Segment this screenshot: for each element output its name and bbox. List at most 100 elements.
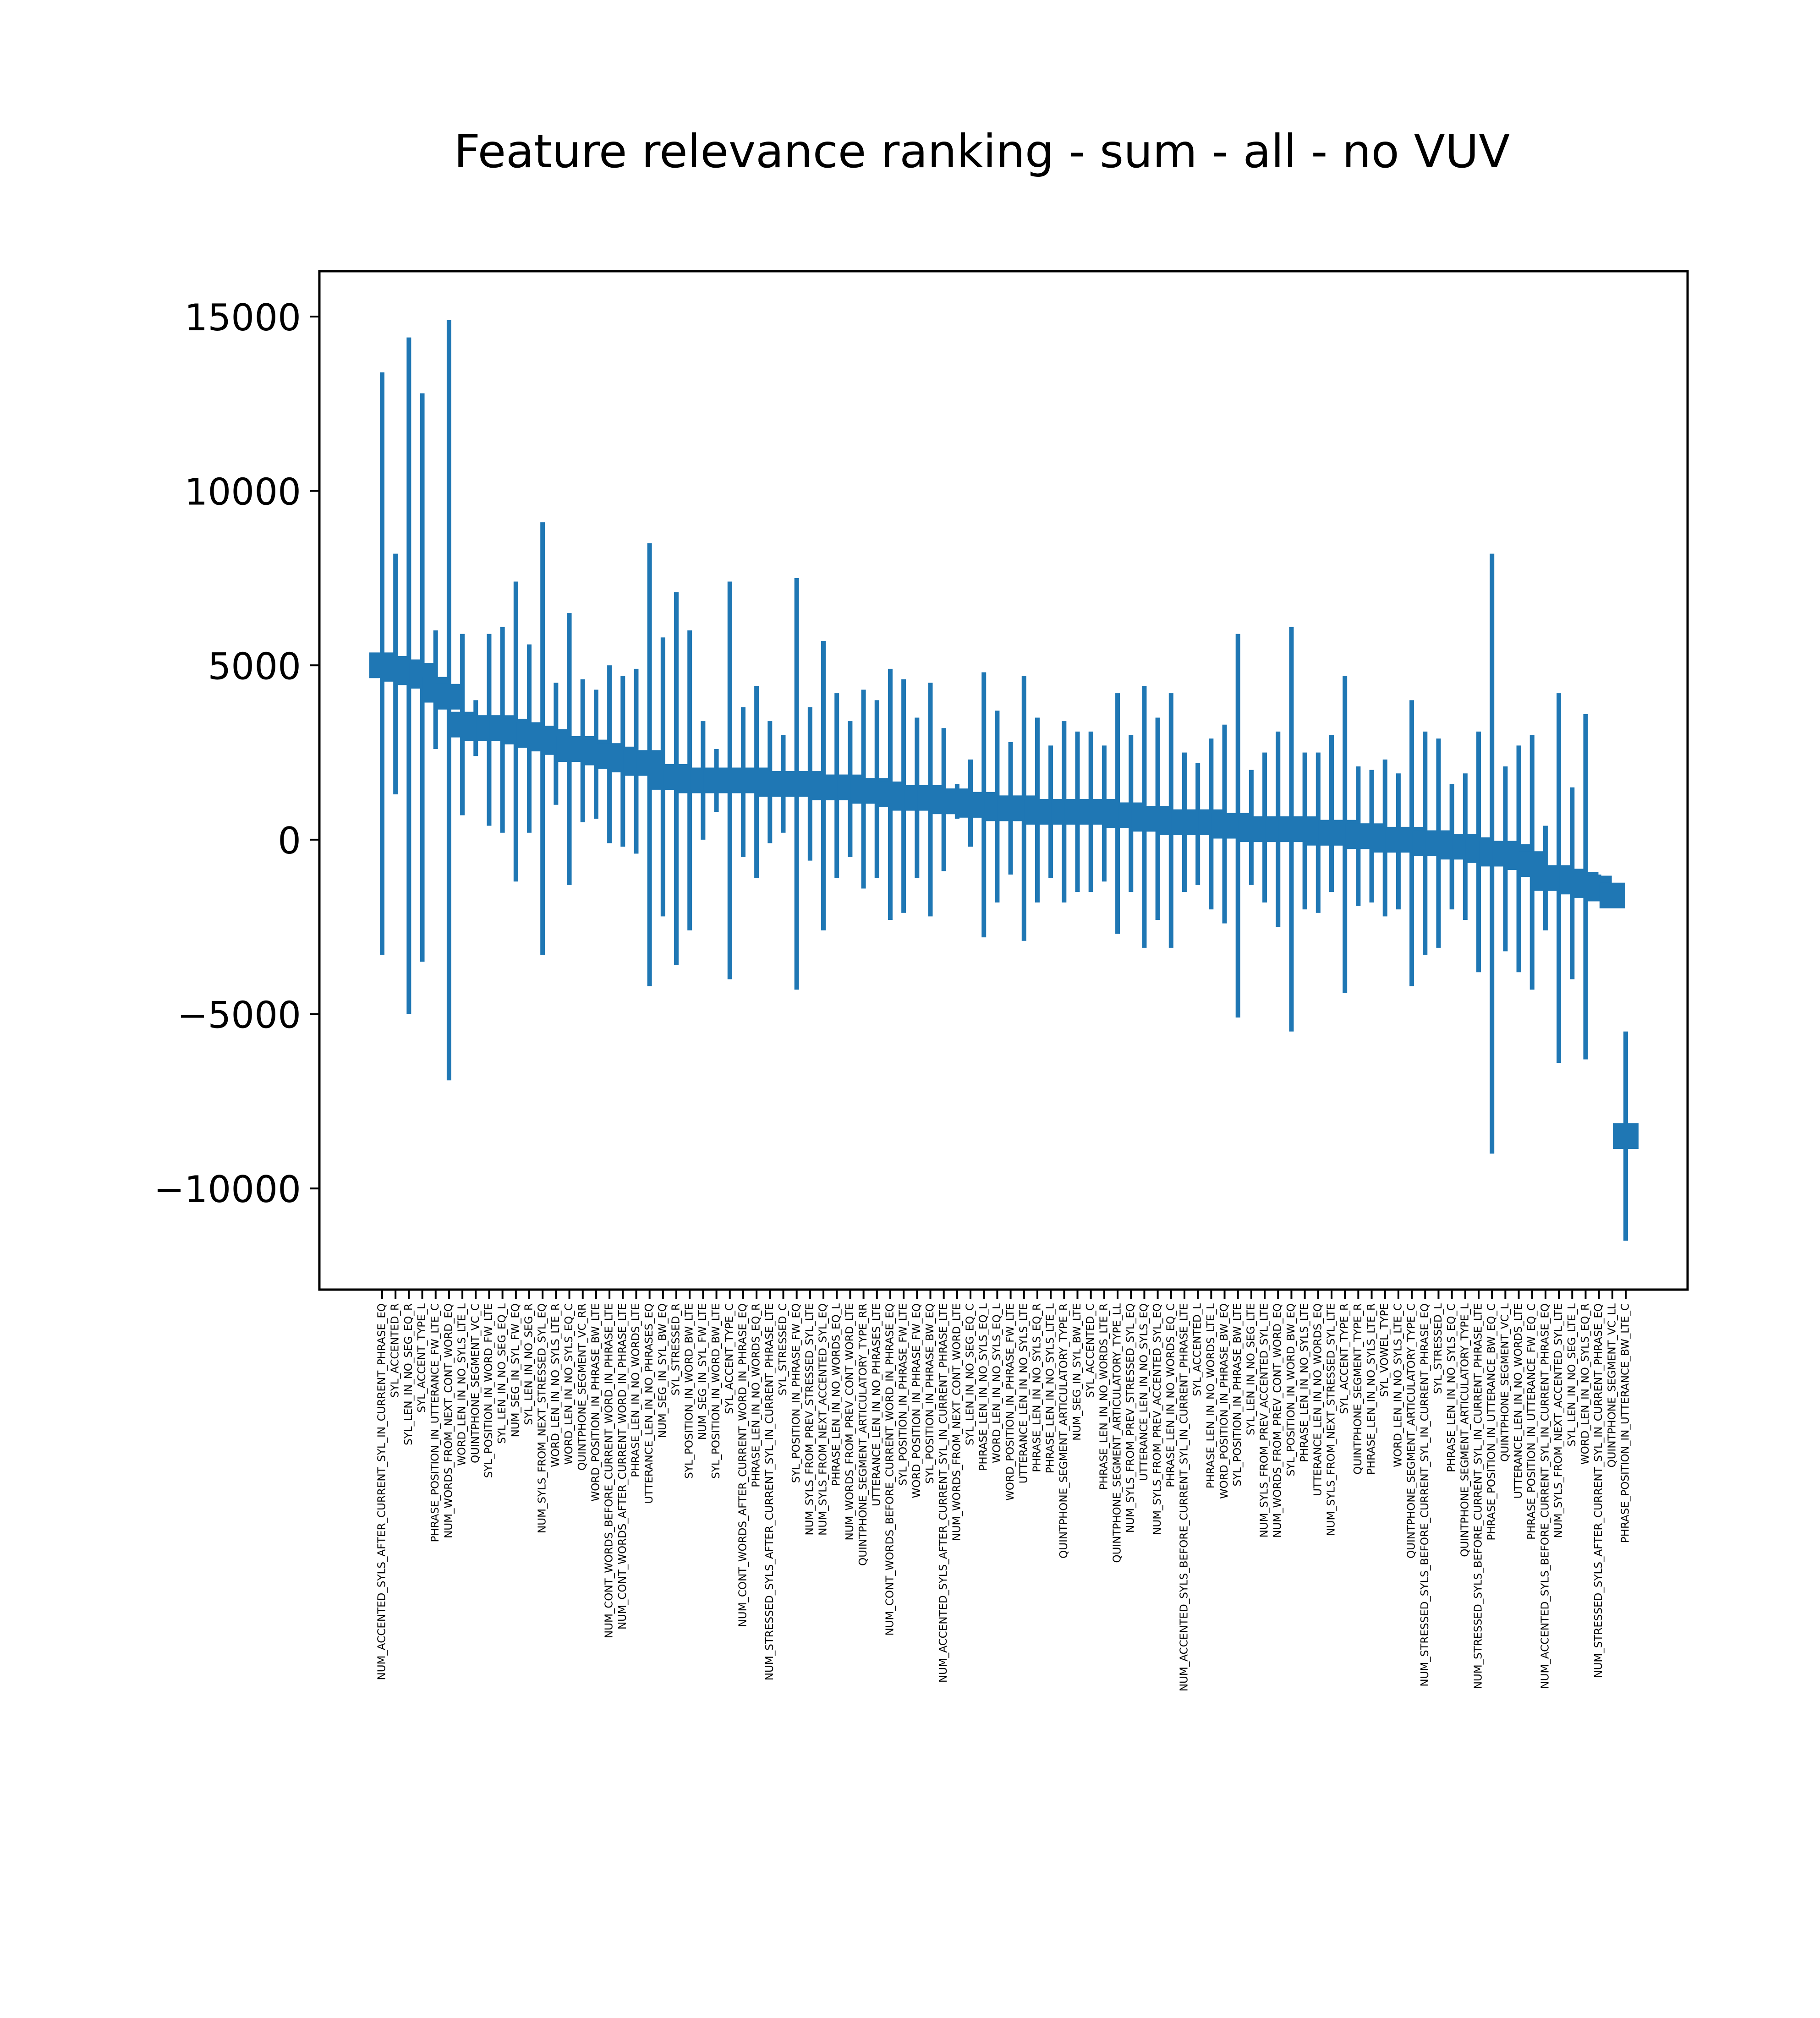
x-tick-label: WORD_LEN_IN_NO_SYLS_EQ_C (563, 1303, 575, 1465)
x-tick-label: SYL_STRESSED_L (1432, 1303, 1444, 1394)
x-tick-label: SYL_ACCENTED_R (389, 1303, 401, 1398)
x-tick-label: NUM_SYLS_FROM_NEXT_ACCENTED_SYL_EQ (817, 1303, 829, 1536)
data-marks (369, 320, 1639, 1241)
chart-title: Feature relevance ranking - sum - all - … (454, 125, 1510, 178)
x-tick-label: SYL_POSITION_IN_PHRASE_BW_EQ (924, 1303, 936, 1484)
x-tick-label: PHRASE_LEN_IN_NO_WORDS_LTE_L (1205, 1303, 1217, 1488)
x-tick-label: PHRASE_LEN_IN_NO_SYLS_EQ_L (978, 1303, 990, 1471)
x-tick-label: QUINTPHONE_SEGMENT_VC_L (1499, 1303, 1511, 1462)
x-tick-label: NUM_WORDS_FROM_NEXT_CONT_WORD_LTE (951, 1303, 963, 1541)
x-tick-label: UTTERANCE_LEN_IN_NO_PHRASES_LTE (871, 1303, 883, 1506)
x-tick-label: PHRASE_POSITION_IN_UTTERANCE_BW_EQ_C (1486, 1303, 1498, 1541)
x-axis: NUM_ACCENTED_SYLS_AFTER_CURRENT_SYL_IN_C… (376, 1290, 1632, 1691)
x-tick-label: WORD_POSITION_IN_PHRASE_BW_LTE (590, 1303, 602, 1502)
x-tick-label: WORD_LEN_IN_NO_SYLS_EQ_R (1579, 1303, 1591, 1465)
x-tick-label: SYL_ACCENTED_L (1192, 1303, 1204, 1396)
x-tick-label: QUINTPHONE_SEGMENT_ARTICULATORY_TYPE_R (1058, 1303, 1070, 1559)
x-tick-label: NUM_CONT_WORDS_BEFORE_CURRENT_WORD_IN_PH… (884, 1303, 896, 1635)
x-tick-label: QUINTPHONE_SEGMENT_ARTICULATORY_TYPE_C (1406, 1303, 1418, 1559)
x-tick-label: WORD_LEN_IN_NO_SYLS_LTE_R (550, 1303, 562, 1467)
x-tick-label: NUM_ACCENTED_SYLS_AFTER_CURRENT_SYL_IN_C… (937, 1303, 949, 1683)
x-tick-label: NUM_SYLS_FROM_PREV_STRESSED_SYL_EQ (1125, 1303, 1137, 1533)
x-tick-label: WORD_POSITION_IN_PHRASE_FW_EQ (911, 1303, 923, 1498)
x-tick-label: NUM_CONT_WORDS_AFTER_CURRENT_WORD_IN_PHR… (617, 1303, 629, 1630)
x-tick-label: PHRASE_LEN_IN_NO_SYLS_EQ_R (1031, 1303, 1043, 1472)
x-tick-label: SYL_LEN_IN_NO_SEG_LTE_L (1566, 1303, 1578, 1446)
x-tick-label: SYL_ACCENT_TYPE_R (1339, 1303, 1351, 1414)
x-tick-label: PHRASE_LEN_IN_NO_WORDS_EQ_L (831, 1303, 843, 1486)
x-tick-label: SYL_ACCENTED_C (1085, 1303, 1096, 1398)
x-tick-label: NUM_SYLS_FROM_NEXT_ACCENTED_SYL_LTE (1553, 1303, 1565, 1538)
x-tick-label: QUINTPHONE_SEGMENT_TYPE_R (1352, 1303, 1364, 1475)
x-tick-label: NUM_WORDS_FROM_PREV_CONT_WORD_EQ (1272, 1303, 1284, 1538)
x-tick-label: UTTERANCE_LEN_IN_NO_SYLS_LTE (1018, 1303, 1030, 1483)
x-tick-label: SYL_LEN_IN_NO_SEG_EQ_L (496, 1303, 508, 1444)
x-tick-label: SYL_LEN_IN_NO_SEG_R (523, 1303, 535, 1425)
x-tick-label: QUINTPHONE_SEGMENT_ARTICULATORY_TYPE_LL (1112, 1303, 1124, 1563)
y-tick-label: −10000 (153, 1168, 301, 1211)
x-tick-label: SYL_LEN_IN_NO_SEG_EQ_C (965, 1303, 976, 1445)
x-tick-label: NUM_SEG_IN_SYL_BW_EQ (657, 1303, 669, 1438)
x-tick-label: PHRASE_LEN_IN_NO_SYLS_EQ_C (1446, 1303, 1458, 1472)
x-tick-label: PHRASE_LEN_IN_NO_SYLS_LTE_L (1045, 1303, 1057, 1473)
x-tick-label: NUM_STRESSED_SYLS_BEFORE_CURRENT_SYL_IN_… (1419, 1303, 1431, 1687)
x-tick-label: NUM_SYLS_FROM_NEXT_STRESSED_SYL_EQ (537, 1303, 548, 1533)
mean-marker (1599, 882, 1625, 908)
x-tick-label: SYL_POSITION_IN_PHRASE_BW_LTE (1232, 1303, 1244, 1486)
x-tick-label: UTTERANCE_LEN_IN_NO_WORDS_LTE (1513, 1303, 1524, 1498)
x-tick-label: PHRASE_LEN_IN_NO_WORDS_LTE_R (1098, 1303, 1110, 1490)
y-tick-label: 15000 (185, 296, 302, 339)
x-tick-label: SYL_POSITION_IN_PHRASE_FW_LTE (898, 1303, 910, 1486)
x-tick-label: NUM_ACCENTED_SYLS_BEFORE_CURRENT_SYL_IN_… (1178, 1303, 1190, 1691)
y-axis: 15000 10000 5000 0 −5000 −10000 (153, 296, 319, 1211)
x-tick-label: NUM_SEG_IN_SYL_BW_LTE (1071, 1303, 1083, 1441)
y-tick-label: 0 (278, 820, 301, 862)
x-tick-label: NUM_SYLS_FROM_PREV_ACCENTED_SYL_EQ (1151, 1303, 1163, 1535)
y-tick-label: 5000 (208, 645, 301, 688)
x-tick-label: UTTERANCE_LEN_IN_NO_SYLS_EQ (1138, 1303, 1150, 1481)
x-tick-label: NUM_CONT_WORDS_AFTER_CURRENT_WORD_IN_PHR… (737, 1303, 749, 1627)
x-tick-label: NUM_WORDS_FROM_PREV_CONT_WORD_LTE (844, 1303, 856, 1540)
x-tick-label: PHRASE_POSITION_IN_UTTERANCE_BW_LTE_C (1620, 1303, 1632, 1543)
x-tick-label: SYL_POSITION_IN_WORD_FW_LTE (483, 1303, 495, 1478)
x-tick-label: SYL_STRESSED_R (670, 1303, 682, 1395)
x-tick-label: WORD_POSITION_IN_PHRASE_FW_LTE (1004, 1303, 1016, 1501)
mean-marker (436, 684, 462, 710)
x-tick-label: NUM_WORDS_FROM_NEXT_CONT_WORD_EQ (443, 1303, 455, 1538)
x-tick-label: NUM_SYLS_FROM_NEXT_STRESSED_SYL_LTE (1325, 1303, 1337, 1536)
x-tick-label: WORD_POSITION_IN_PHRASE_BW_EQ (1218, 1303, 1230, 1499)
x-tick-label: PHRASE_LEN_IN_NO_WORDS_LTE (630, 1303, 642, 1477)
x-tick-label: UTTERANCE_LEN_IN_NO_PHRASES_EQ (643, 1303, 655, 1504)
x-tick-label: PHRASE_LEN_IN_NO_WORDS_EQ_C (1165, 1303, 1177, 1488)
y-tick-label: −5000 (177, 994, 301, 1037)
x-tick-label: NUM_STRESSED_SYLS_AFTER_CURRENT_SYL_IN_C… (764, 1303, 776, 1680)
x-tick-label: SYL_LEN_IN_NO_SEG_LTE (1245, 1303, 1257, 1435)
x-tick-label: SYL_ACCENT_TYPE_L (416, 1303, 428, 1413)
x-tick-label: WORD_LEN_IN_NO_SYLS_EQ_L (991, 1303, 1003, 1463)
x-tick-label: PHRASE_POSITION_IN_UTTERANCE_FW_LTE_C (429, 1303, 441, 1542)
x-tick-label: SYL_VOWEL_TYPE (1379, 1303, 1391, 1397)
x-tick-label: UTTERANCE_LEN_IN_NO_WORDS_EQ (1312, 1303, 1324, 1496)
x-tick-label: SYL_POSITION_IN_WORD_BW_EQ (1285, 1303, 1297, 1476)
x-tick-label: NUM_ACCENTED_SYLS_AFTER_CURRENT_SYL_IN_C… (376, 1303, 388, 1680)
x-tick-label: NUM_SEG_IN_SYL_FW_LTE (697, 1303, 709, 1440)
x-tick-label: NUM_CONT_WORDS_BEFORE_CURRENT_WORD_IN_PH… (603, 1303, 615, 1638)
x-tick-label: SYL_POSITION_IN_WORD_BW_LTE (684, 1303, 696, 1479)
x-tick-label: SYL_POSITION_IN_WORD_BW_LTE (710, 1303, 722, 1479)
x-tick-label: SYL_LEN_IN_NO_SEG_EQ_R (403, 1303, 415, 1445)
x-tick-label: PHRASE_LEN_IN_NO_WORDS_EQ_R (751, 1303, 762, 1488)
x-tick-label: SYL_STRESSED_C (777, 1303, 789, 1395)
x-tick-label: NUM_STRESSED_SYLS_BEFORE_CURRENT_SYL_IN_… (1472, 1303, 1484, 1689)
x-tick-label: QUINTPHONE_SEGMENT_VC_RR (576, 1303, 588, 1471)
x-tick-label: NUM_SYLS_FROM_PREV_STRESSED_SYL_LTE (804, 1303, 816, 1536)
x-tick-label: NUM_ACCENTED_SYLS_BEFORE_CURRENT_SYL_IN_… (1539, 1303, 1551, 1689)
x-tick-label: PHRASE_POSITION_IN_UTTERANCE_FW_EQ_C (1526, 1303, 1538, 1540)
x-tick-label: QUINTPHONE_SEGMENT_ARTICULATORY_TYPE_RR (857, 1303, 869, 1566)
x-tick-label: WORD_LEN_IN_NO_SYLS_LTE_L (456, 1303, 468, 1466)
x-tick-label: NUM_STRESSED_SYLS_AFTER_CURRENT_SYL_IN_C… (1593, 1303, 1605, 1678)
x-tick-label: QUINTPHONE_SEGMENT_ARTICULATORY_TYPE_L (1459, 1303, 1471, 1557)
x-tick-label: QUINTPHONE_SEGMENT_VC_LL (1606, 1303, 1618, 1468)
x-tick-label: SYL_POSITION_IN_PHRASE_FW_EQ (790, 1303, 802, 1483)
